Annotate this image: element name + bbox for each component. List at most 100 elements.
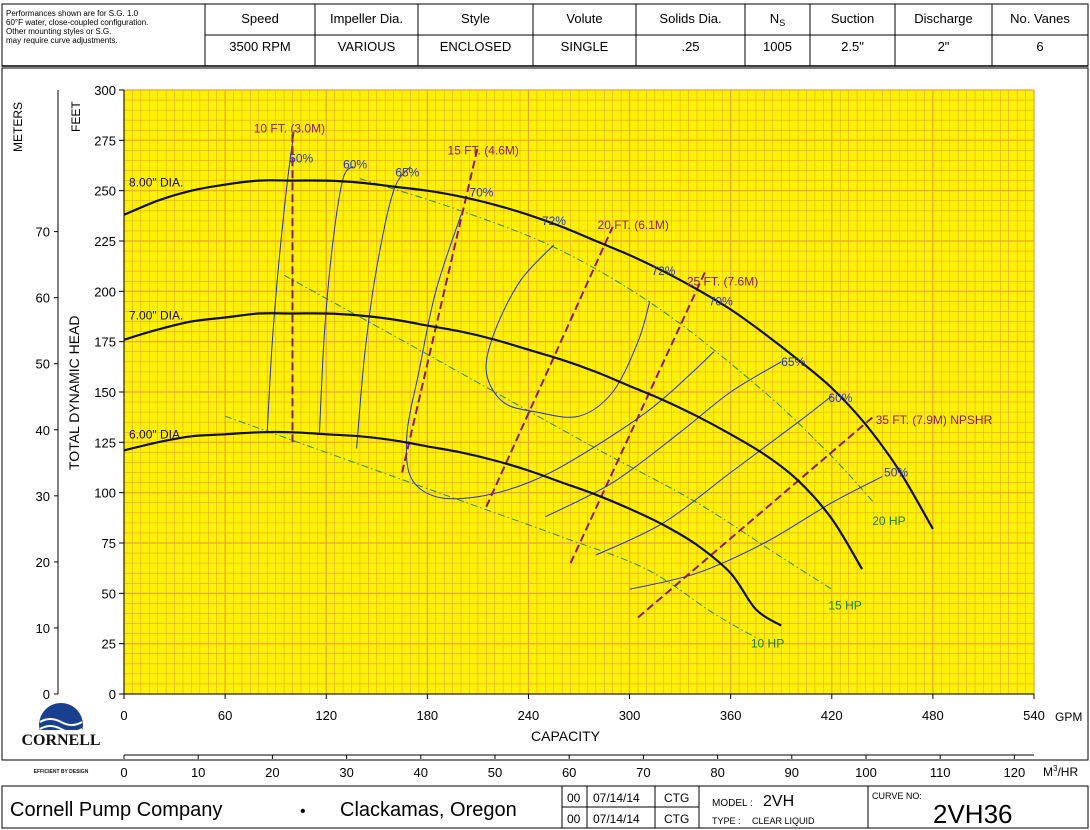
x2-tick-label: 0 — [120, 765, 127, 780]
y-unit-label: FEET — [69, 101, 83, 132]
hp-curve — [359, 178, 875, 504]
header-col-value: 6 — [1036, 39, 1043, 54]
y-tick-label: 100 — [94, 486, 116, 501]
y2-tick-label: 30 — [36, 489, 50, 504]
y-tick-label: 175 — [94, 335, 116, 350]
footer-bullet: • — [300, 803, 306, 820]
efficiency-curve — [319, 166, 354, 433]
x2-tick-label: 80 — [710, 765, 724, 780]
label-eff-70-top: 70% — [469, 186, 493, 200]
label-npsh-15: 15 FT. (4.6M) — [448, 143, 519, 157]
label-eff-72-right: 72% — [651, 264, 675, 278]
x-tick-label: 120 — [315, 708, 337, 723]
head-curve — [123, 430, 782, 627]
label-8-dia: 8.00" DIA. — [129, 176, 183, 190]
y2-tick-label: 20 — [36, 555, 50, 570]
header-col-value: 2" — [938, 39, 950, 54]
npsh-curve — [569, 270, 707, 564]
label-eff-60-top: 60% — [343, 158, 367, 172]
x2-tick-label: 100 — [855, 765, 877, 780]
rev-date-2: 07/14/14 — [593, 812, 640, 826]
y2-tick-label: 10 — [36, 621, 50, 636]
efficiency-curve — [595, 395, 833, 556]
label-eff-50-top: 50% — [289, 151, 313, 165]
header-col-label: Solids Dia. — [659, 11, 721, 26]
npsh-curve — [485, 226, 614, 508]
x-tick-label: 240 — [518, 708, 540, 723]
header-col-label: Speed — [241, 11, 279, 26]
label-hp-10: 10 HP — [751, 637, 784, 651]
y-tick-label: 250 — [94, 184, 116, 199]
x2-tick-label: 30 — [339, 765, 353, 780]
type-label: TYPE : — [712, 816, 741, 826]
x2-tick-label: 60 — [562, 765, 576, 780]
company-name: Cornell Pump Company — [10, 799, 222, 821]
header-col-value: SINGLE — [561, 39, 609, 54]
x-unit-label: GPM — [1055, 710, 1082, 724]
label-npsh-35: 35 FT. (7.9M) NPSHR — [876, 413, 993, 427]
x2-tick-label: 90 — [785, 765, 799, 780]
header-col-value: 1005 — [763, 39, 792, 54]
head-curve — [123, 179, 934, 530]
logo-tagline: EFFICIENT BY DESIGN — [34, 769, 89, 775]
model-value: 2VH — [763, 793, 794, 810]
y2-tick-label: 60 — [36, 291, 50, 306]
efficiency-curve — [266, 130, 295, 433]
x2-tick-label: 110 — [930, 765, 951, 780]
label-eff-70-right: 70% — [709, 294, 733, 308]
y-tick-label: 150 — [94, 385, 116, 400]
label-eff-50-right: 50% — [884, 466, 908, 480]
head-curve — [123, 312, 864, 570]
y-tick-label: 0 — [109, 687, 116, 702]
rev-1: 00 — [567, 791, 581, 805]
x-tick-label: 420 — [821, 708, 843, 723]
efficiency-curve — [629, 476, 883, 590]
x2-tick-label: 120 — [1004, 765, 1026, 780]
rev-by-1: CTG — [664, 791, 689, 805]
x-tick-label: 60 — [218, 708, 232, 723]
header-table: Performances shown are for S.G. 1.0 60°F… — [1, 3, 1089, 67]
y-tick-label: 225 — [94, 234, 116, 249]
x2-tick-label: 70 — [636, 765, 650, 780]
y-tick-label: 300 — [94, 83, 116, 98]
header-col-label: No. Vanes — [1010, 11, 1070, 26]
y2-tick-label: 0 — [43, 687, 50, 702]
x-tick-label: 300 — [619, 708, 641, 723]
header-col-label: Impeller Dia. — [330, 11, 403, 26]
label-eff-65-top: 65% — [395, 166, 419, 180]
header-note-2: 60°F water, close-coupled configuration. — [6, 18, 148, 27]
cornell-logo: CORNELL EFFICIENT BY DESIGN — [21, 703, 101, 775]
hp-curve — [224, 415, 757, 639]
y2-unit-label: METERS — [11, 102, 25, 152]
x-axis-label: CAPACITY — [531, 728, 601, 744]
y-tick-label: 125 — [94, 435, 116, 450]
label-eff-65-right: 65% — [781, 355, 805, 369]
label-6-dia: 6.00" DIA. — [129, 427, 183, 441]
x-tick-label: 0 — [120, 708, 127, 723]
npsh-curve — [637, 415, 875, 619]
y-axis-label: TOTAL DYNAMIC HEAD — [66, 315, 82, 470]
x-tick-label: 180 — [416, 708, 438, 723]
curves — [123, 130, 934, 639]
x-tick-label: 480 — [922, 708, 944, 723]
axes: 0 60 120 180 240 300 360 420 480 5400255075100125… — [36, 83, 1045, 780]
header-col-label: Discharge — [914, 11, 973, 26]
x2-tick-label: 50 — [488, 765, 502, 780]
grid — [123, 89, 1035, 695]
label-eff-60-right: 60% — [828, 391, 852, 405]
header-note-4: may require curve adjustments. — [6, 36, 118, 45]
curve-labels: 8.00" DIA. 7.00" DIA. 6.00" DIA. 10 FT. (3.… — [129, 121, 993, 650]
rev-by-2: CTG — [664, 812, 689, 826]
label-hp-15: 15 HP — [828, 598, 861, 612]
logo-name: CORNELL — [21, 732, 100, 749]
x2-tick-label: 20 — [265, 765, 279, 780]
label-npsh-20: 20 FT. (6.1M) — [598, 218, 669, 232]
efficiency-curve — [356, 166, 411, 449]
rev-date-1: 07/14/14 — [593, 791, 640, 805]
y-tick-label: 275 — [94, 133, 116, 148]
y2-tick-label: 40 — [36, 423, 50, 438]
y-tick-label: 25 — [102, 637, 116, 652]
header-col-label: Style — [461, 11, 490, 26]
curve-no-value: 2VH36 — [933, 799, 1013, 829]
